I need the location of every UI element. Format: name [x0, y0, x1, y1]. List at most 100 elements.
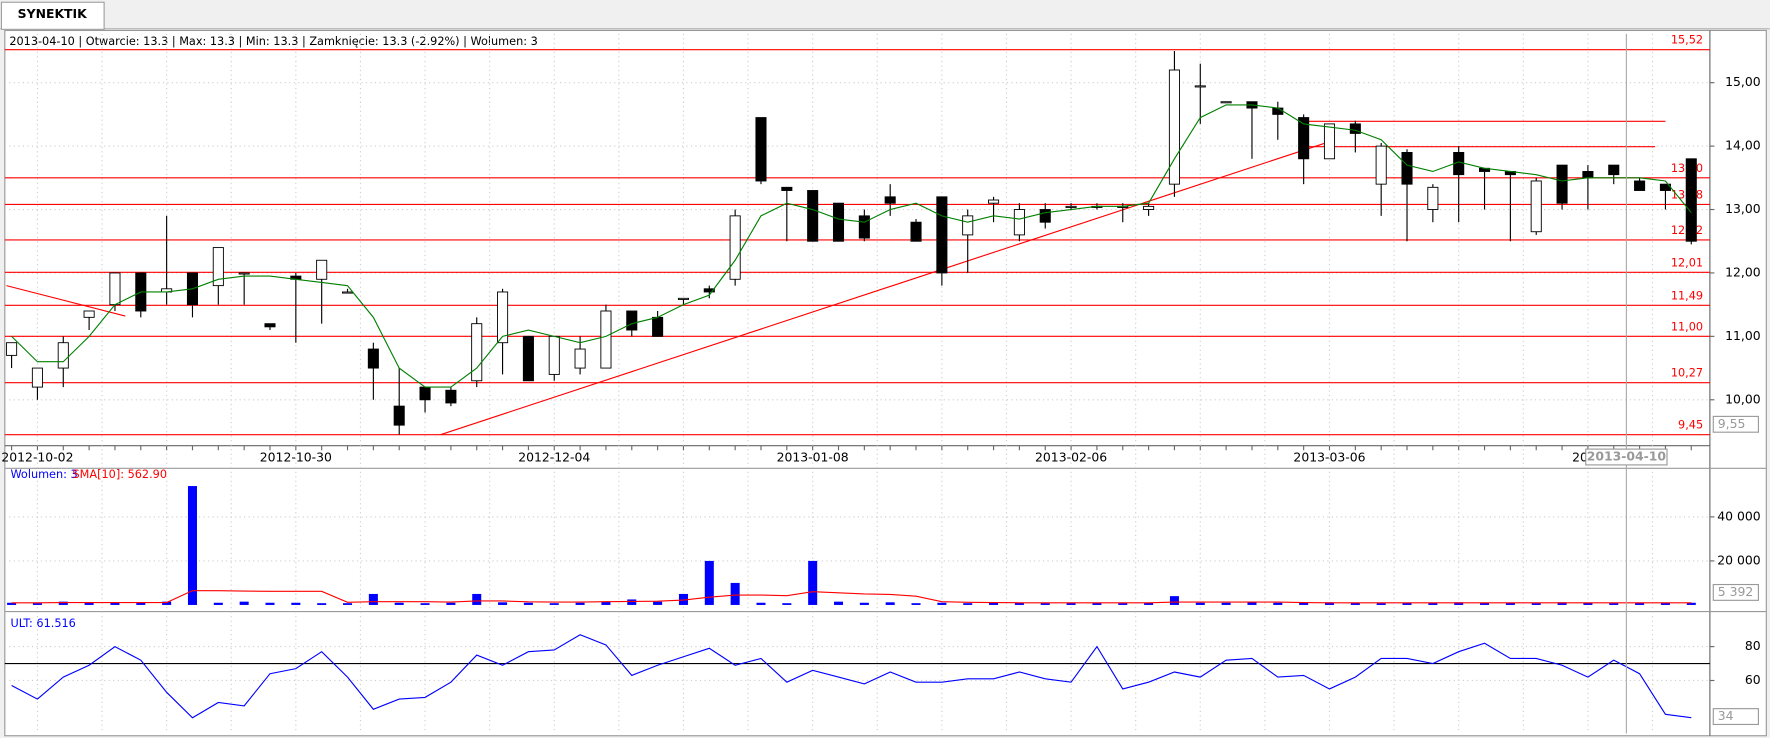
volume-bar	[678, 593, 688, 605]
candle-body	[1608, 164, 1620, 176]
candle-body	[1349, 123, 1361, 134]
volume-bar	[1014, 602, 1024, 605]
volume-sma	[11, 590, 1692, 604]
y-tick-label: 12,00	[1725, 264, 1761, 279]
candle-body	[1013, 209, 1025, 236]
candle-body	[548, 335, 560, 375]
cursor-volume: 5 392	[1718, 584, 1754, 599]
y-tick-label: 14,00	[1725, 138, 1761, 153]
candle-body	[264, 323, 276, 328]
volume-bar	[187, 486, 197, 605]
candle-body	[1401, 151, 1413, 185]
candle-body	[1065, 205, 1077, 208]
ult-line	[11, 634, 1692, 719]
volume-bar	[1066, 602, 1076, 605]
candle-body	[1143, 205, 1155, 210]
candle-body	[1039, 209, 1051, 223]
candle-body	[755, 117, 767, 182]
candle-body	[988, 199, 1000, 204]
volume-bar	[1299, 602, 1309, 605]
candle-body	[1220, 101, 1232, 104]
volume-bar	[1144, 602, 1154, 605]
x-tick-label: 2013-02-06	[1035, 450, 1107, 465]
volume-header: Wolumen: 3	[10, 468, 77, 481]
y-tick-label: 15,00	[1725, 74, 1761, 89]
tab-label[interactable]: SYNEKTIK	[18, 6, 87, 21]
candle-body	[910, 221, 922, 242]
volume-bar	[368, 593, 378, 605]
candle-body	[522, 335, 534, 382]
candle-body	[341, 291, 354, 294]
level-label: 11,49	[1671, 289, 1703, 302]
candle-body	[626, 310, 638, 331]
volume-bar	[575, 602, 585, 605]
volume-bar	[1660, 602, 1670, 605]
candle-body	[858, 215, 870, 239]
volume-bar	[1402, 602, 1412, 605]
volume-bar	[1531, 603, 1541, 605]
x-tick-label: 2012-10-30	[260, 450, 332, 465]
volume-bar	[1505, 602, 1515, 605]
candle-body	[884, 196, 896, 204]
volume-bar	[7, 602, 17, 605]
volume-bar	[1118, 603, 1128, 605]
candle-body	[109, 272, 121, 306]
candle-body	[677, 297, 689, 300]
volume-bar	[1480, 602, 1490, 605]
trend-line	[440, 141, 1330, 436]
volume-bar	[1428, 602, 1438, 605]
cursor-price-box	[1712, 415, 1759, 433]
cursor-ult: 34	[1718, 708, 1734, 723]
candle-body	[1582, 171, 1594, 179]
candle-body	[1168, 69, 1180, 185]
level-label: 9,45	[1678, 419, 1703, 432]
candle-body	[807, 190, 819, 242]
candle-body	[445, 389, 457, 404]
candle-body	[497, 291, 509, 344]
volume-bar	[213, 602, 223, 605]
volume-bar	[394, 602, 404, 605]
volume-bar	[549, 603, 559, 605]
candle-body	[31, 367, 43, 388]
moving-average	[11, 104, 1692, 388]
candle-body	[1375, 145, 1387, 185]
candle-body	[1272, 107, 1284, 115]
candle-body	[729, 215, 741, 280]
tab[interactable]	[0, 1, 105, 30]
volume-sma-header: SMA[10]: 562.90	[73, 468, 168, 481]
volume-bar	[58, 601, 68, 605]
volume-bar	[32, 603, 42, 605]
volume-bar	[162, 601, 172, 605]
info-line: 2013-04-10 | Otwarcie: 13.3 | Max: 13.3 …	[9, 35, 537, 48]
volume-bar	[1040, 603, 1050, 605]
volume-bar	[1686, 602, 1696, 605]
x-tick-label: 2012-10-02	[1, 450, 73, 465]
volume-bar	[989, 602, 999, 605]
candle-body	[367, 348, 379, 369]
candle-body	[419, 386, 431, 401]
y-tick-label: 20 000	[1717, 552, 1761, 567]
candle-body	[574, 348, 586, 369]
tab-strip-line	[0, 28, 1770, 30]
volume-bar	[1350, 602, 1360, 605]
candle-body	[936, 196, 948, 274]
y-tick-label: 10,00	[1725, 391, 1761, 406]
candle-body	[1634, 180, 1646, 191]
volume-bar	[343, 603, 353, 605]
volume-bar	[239, 601, 249, 605]
volume-bar	[653, 601, 663, 605]
volume-bar	[523, 602, 533, 605]
volume-bar	[1324, 602, 1335, 605]
volume-bar	[833, 601, 844, 605]
volume-bar	[1273, 602, 1283, 605]
cursor-date: 2013-04-10	[1587, 449, 1667, 464]
y-tick-label: 80	[1745, 638, 1761, 653]
candle-body	[1194, 85, 1206, 88]
volume-bar	[756, 602, 766, 605]
y-tick-label: 11,00	[1725, 328, 1761, 343]
volume-bar	[1583, 602, 1593, 605]
candle-body	[83, 310, 95, 318]
candle-body	[393, 405, 405, 426]
volume-bar	[265, 602, 275, 605]
